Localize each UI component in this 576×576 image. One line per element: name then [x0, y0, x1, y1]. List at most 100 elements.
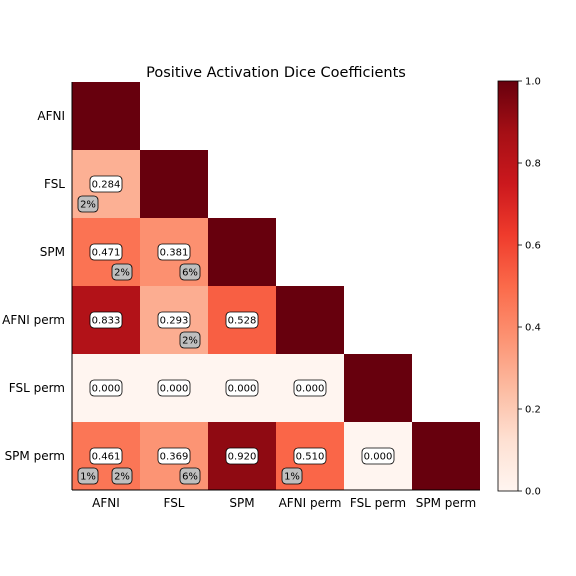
value-label-text: 0.833 — [92, 316, 121, 327]
colorbar-tick-label: 0.0 — [525, 487, 541, 498]
percent-badge-box — [77, 195, 99, 213]
x-tick-label: AFNI — [92, 496, 120, 510]
percent-badge: 2% — [179, 331, 201, 349]
y-tick-label: FSL — [44, 177, 65, 191]
value-label: 0.833 — [89, 311, 123, 329]
value-label-box — [225, 379, 259, 397]
colorbar-tick-label: 0.4 — [525, 323, 541, 334]
colorbar: 0.0 0.2 0.4 0.6 0.8 1.0 — [497, 77, 541, 498]
y-tick-label: AFNI — [37, 109, 65, 123]
percent-badge: 2% — [77, 195, 99, 213]
y-tick-label: SPM — [40, 245, 65, 259]
value-label: 0.000 — [89, 379, 123, 397]
value-label-text: 0.471 — [92, 248, 121, 259]
percent-badge-text: 2% — [114, 268, 130, 279]
value-label: 0.471 — [89, 243, 123, 261]
percent-badge-box — [111, 263, 133, 281]
value-label-box — [89, 447, 123, 465]
value-label-text: 0.000 — [92, 384, 121, 395]
value-label: 0.000 — [361, 447, 395, 465]
x-tick-label: FSL perm — [350, 496, 406, 510]
value-label-text: 0.284 — [92, 180, 121, 191]
x-tick-label: FSL — [164, 496, 185, 510]
percent-badge: 1% — [77, 467, 99, 485]
value-label-text: 0.381 — [160, 248, 189, 259]
value-label: 0.284 — [89, 175, 123, 193]
percent-badge-box — [111, 467, 133, 485]
value-label-box — [89, 243, 123, 261]
value-label-box — [89, 379, 123, 397]
percent-badge-box — [179, 263, 201, 281]
value-label: 0.000 — [157, 379, 191, 397]
value-label-text: 0.000 — [296, 384, 325, 395]
x-tick-label: AFNI perm — [279, 496, 342, 510]
heatmap-cell — [344, 354, 412, 422]
percent-badge-text: 6% — [182, 268, 198, 279]
value-label-box — [225, 447, 259, 465]
percent-badge-text: 1% — [80, 472, 96, 483]
percent-badge: 2% — [111, 467, 133, 485]
percent-badge-box — [77, 467, 99, 485]
percent-badge-box — [179, 331, 201, 349]
value-label-text: 0.000 — [364, 452, 393, 463]
value-label: 0.369 — [157, 447, 191, 465]
y-tick-label: AFNI perm — [2, 313, 65, 327]
value-label-text: 0.528 — [228, 316, 257, 327]
value-label-box — [157, 311, 191, 329]
value-label-text: 0.293 — [160, 316, 189, 327]
value-label: 0.000 — [225, 379, 259, 397]
value-label: 0.000 — [293, 379, 327, 397]
x-tick-label: SPM — [229, 496, 254, 510]
y-tick-label: SPM perm — [5, 449, 65, 463]
heatmap-axes: AFNI FSL SPM AFNI perm FSL perm SPM perm AFNI F… — [2, 82, 480, 510]
heatmap-cell — [72, 82, 140, 150]
percent-badge: 1% — [281, 467, 303, 485]
percent-badge-text: 2% — [114, 472, 130, 483]
value-label-text: 0.000 — [160, 384, 189, 395]
value-label: 0.528 — [225, 311, 259, 329]
heatmap-cells — [72, 82, 480, 490]
value-label: 0.461 — [89, 447, 123, 465]
value-label-text: 0.000 — [228, 384, 257, 395]
heatmap-cell — [412, 422, 480, 490]
value-label-box — [293, 447, 327, 465]
chart-title: Positive Activation Dice Coefficients — [146, 65, 406, 81]
colorbar-tick-label: 0.8 — [525, 159, 541, 170]
value-label-text: 0.920 — [228, 452, 257, 463]
percent-badge-box — [179, 467, 201, 485]
value-label: 0.381 — [157, 243, 191, 261]
colorbar-tick-label: 1.0 — [525, 77, 541, 88]
value-label: 0.293 — [157, 311, 191, 329]
percent-badge-text: 2% — [80, 200, 96, 211]
heatmap-cell — [276, 286, 344, 354]
heatmap-cell — [208, 218, 276, 286]
value-label-box — [157, 243, 191, 261]
value-label: 0.510 — [293, 447, 327, 465]
value-label-box — [293, 379, 327, 397]
value-label-box — [361, 447, 395, 465]
value-label-box — [89, 175, 123, 193]
y-tick-label: FSL perm — [9, 381, 65, 395]
colorbar-tick-label: 0.6 — [525, 241, 541, 252]
percent-badge-text: 6% — [182, 472, 198, 483]
heatmap-cell — [140, 150, 208, 218]
value-label-text: 0.461 — [92, 452, 121, 463]
percent-badge-text: 1% — [284, 472, 300, 483]
percent-badge: 2% — [111, 263, 133, 281]
value-label-text: 0.369 — [160, 452, 189, 463]
value-label-text: 0.510 — [296, 452, 325, 463]
value-label-box — [225, 311, 259, 329]
percent-badge: 6% — [179, 263, 201, 281]
colorbar-gradient — [497, 80, 519, 492]
heatmap-labels: 0.284 0.471 0.381 0.833 0.293 0.528 0.000 0.000… — [77, 175, 395, 485]
percent-badge: 6% — [179, 467, 201, 485]
colorbar-tick-label: 0.2 — [525, 405, 541, 416]
value-label-box — [157, 447, 191, 465]
x-tick-label: SPM perm — [416, 496, 476, 510]
percent-badge-box — [281, 467, 303, 485]
percent-badge-text: 2% — [182, 336, 198, 347]
value-label: 0.920 — [225, 447, 259, 465]
value-label-box — [157, 379, 191, 397]
value-label-box — [89, 311, 123, 329]
